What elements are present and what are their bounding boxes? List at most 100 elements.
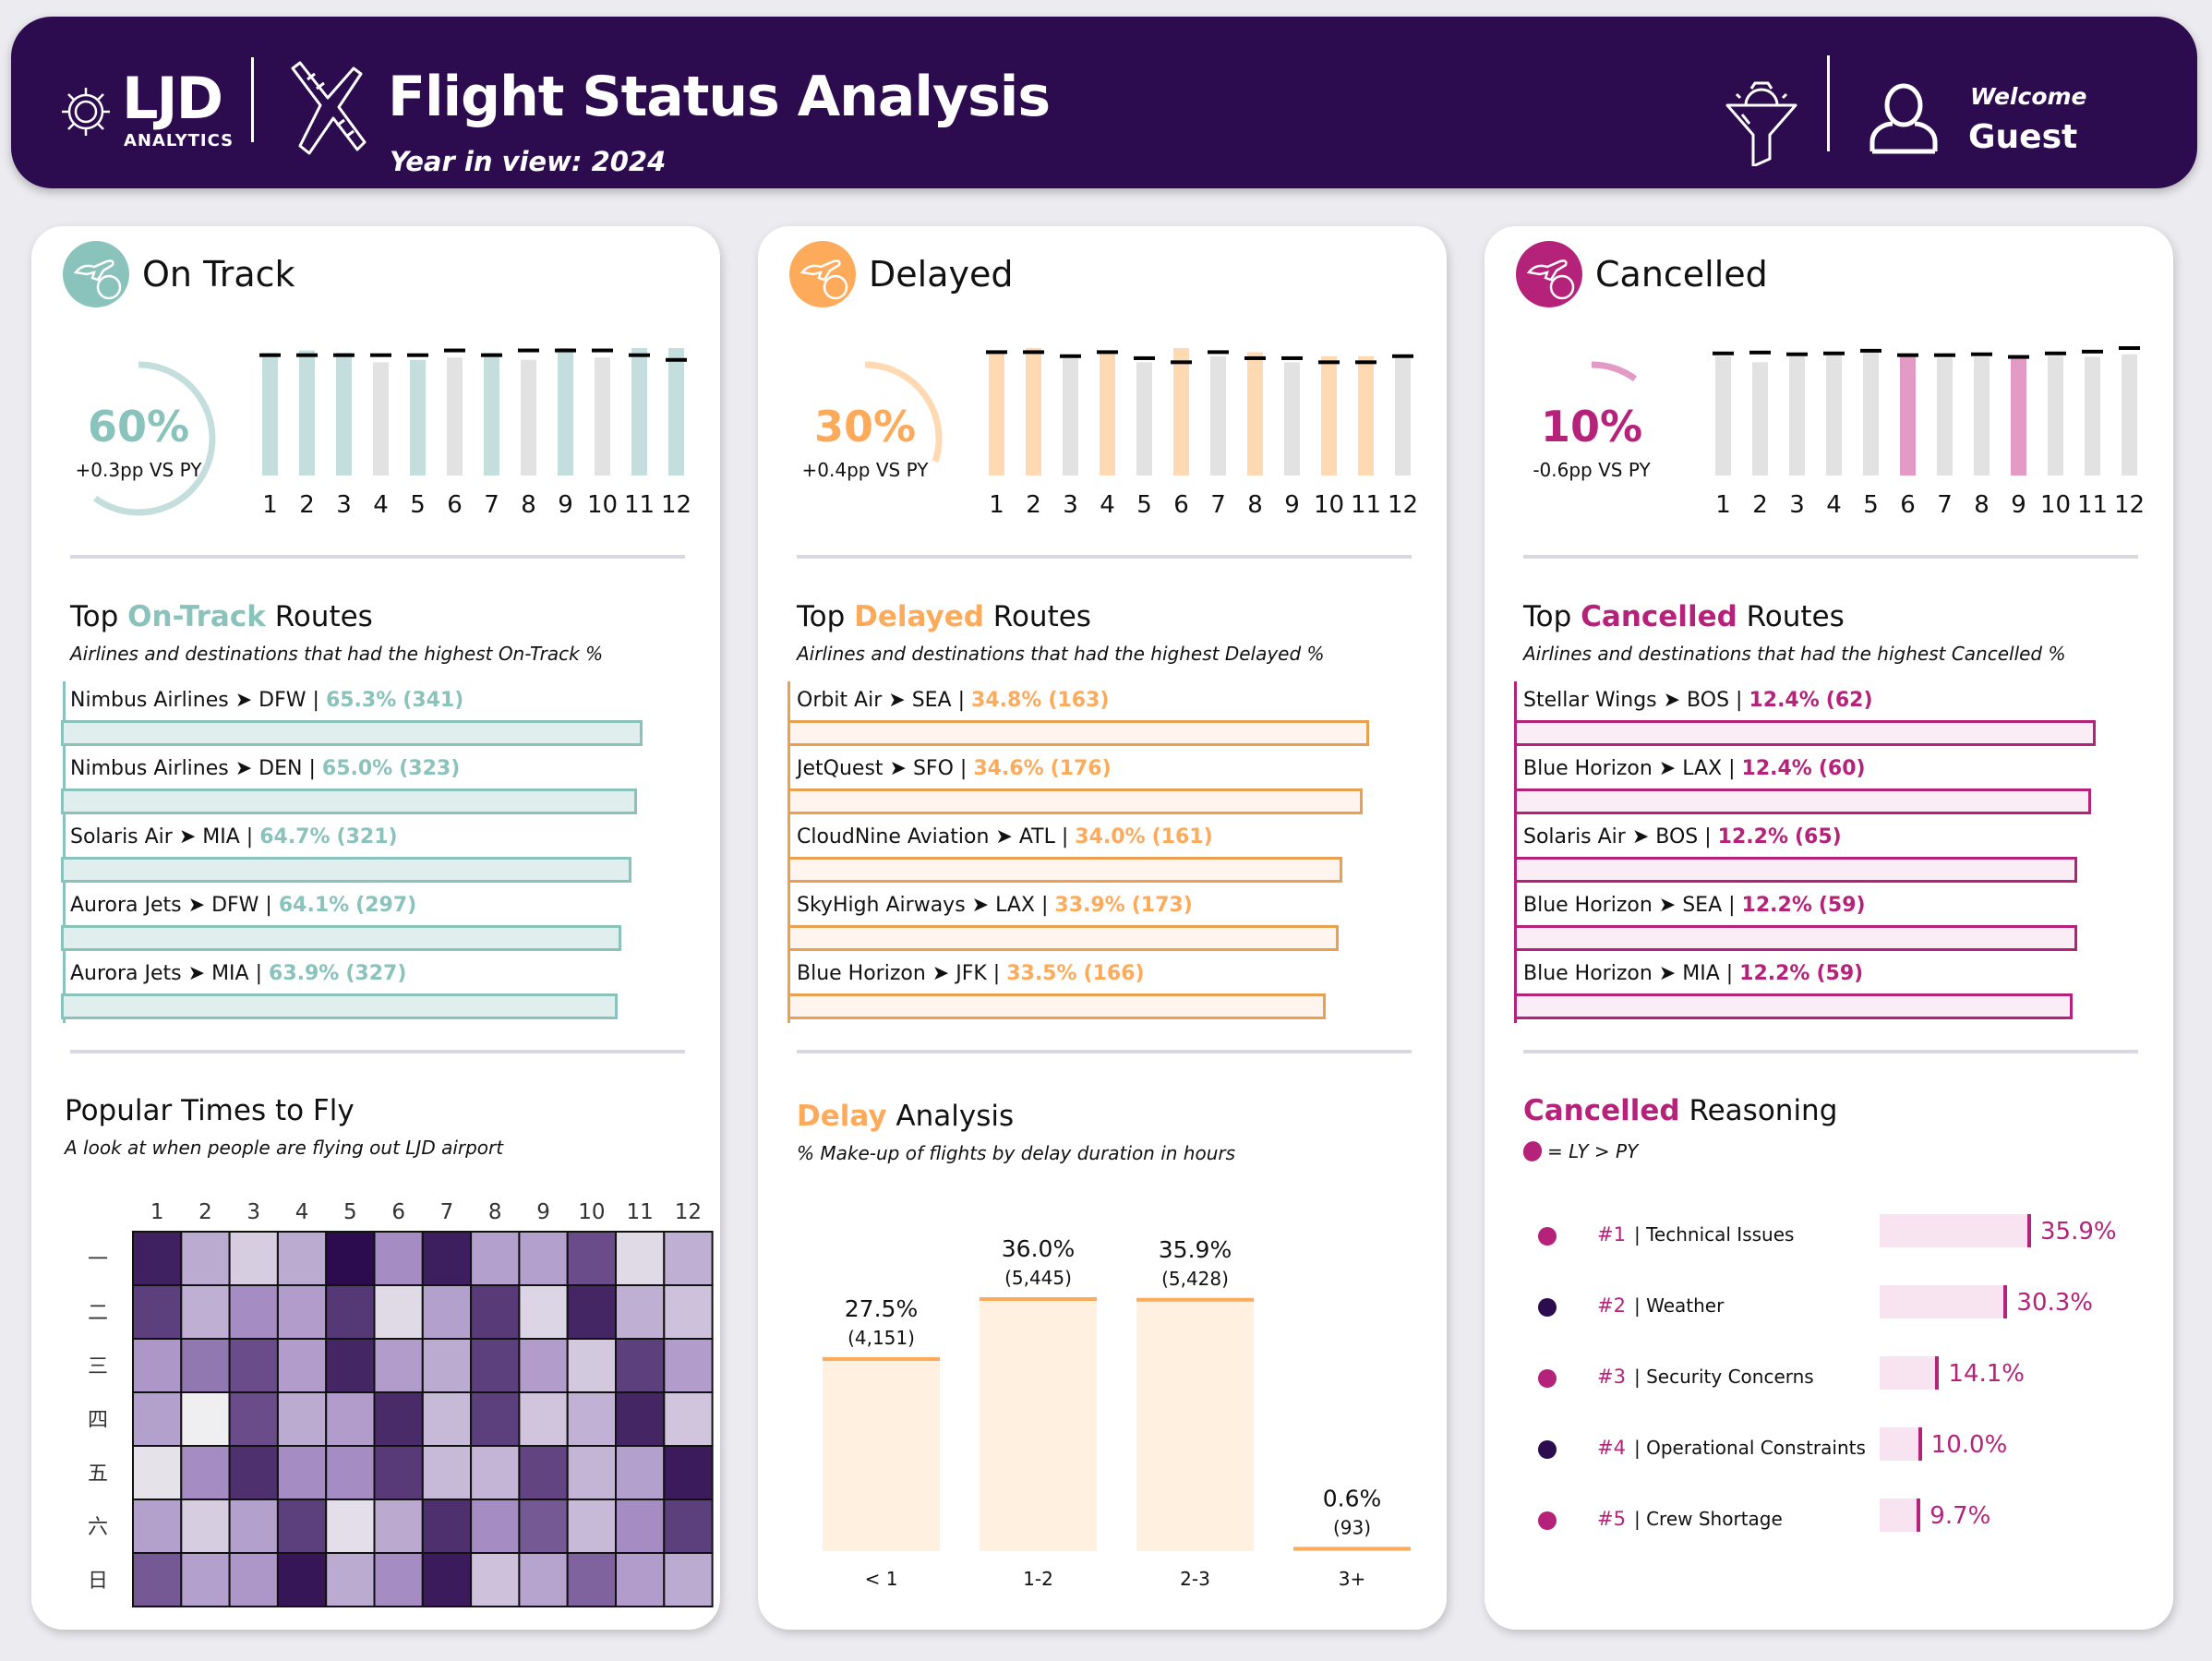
heatmap-cell[interactable] [373, 1284, 424, 1340]
heatmap-cell[interactable] [132, 1391, 183, 1447]
heatmap-cell[interactable] [325, 1552, 376, 1607]
heatmap-cell[interactable] [566, 1284, 618, 1340]
heatmap-cell[interactable] [663, 1499, 714, 1554]
heatmap-cell[interactable] [373, 1338, 424, 1393]
heatmap-cell[interactable] [180, 1338, 231, 1393]
heatmap-cell[interactable] [470, 1284, 521, 1340]
heatmap-cell[interactable] [615, 1499, 666, 1554]
heatmap-cell[interactable] [470, 1552, 521, 1607]
heatmap-cell[interactable] [228, 1338, 279, 1393]
heatmap-cell[interactable] [566, 1391, 618, 1447]
heatmap-cell[interactable] [180, 1552, 231, 1607]
heatmap-cell[interactable] [132, 1552, 183, 1607]
heatmap-cell[interactable] [470, 1499, 521, 1554]
route-row[interactable]: Aurora Jets ➤ MIA | 63.9% (327) [61, 955, 689, 1023]
heatmap-cell[interactable] [566, 1338, 618, 1393]
heatmap-cell[interactable] [663, 1391, 714, 1447]
heatmap-cell[interactable] [180, 1445, 231, 1500]
heatmap-cell[interactable] [470, 1338, 521, 1393]
heatmap-cell[interactable] [518, 1231, 569, 1286]
heatmap-cell[interactable] [325, 1391, 376, 1447]
heatmap-cell[interactable] [373, 1445, 424, 1500]
route-row[interactable]: Blue Horizon ➤ LAX | 12.4% (60) [1514, 750, 2142, 818]
heatmap-cell[interactable] [421, 1338, 473, 1393]
route-row[interactable]: Blue Horizon ➤ MIA | 12.2% (59) [1514, 955, 2142, 1023]
heatmap-cell[interactable] [373, 1499, 424, 1554]
route-row[interactable]: Blue Horizon ➤ JFK | 33.5% (166) [787, 955, 1415, 1023]
route-row[interactable]: SkyHigh Airways ➤ LAX | 33.9% (173) [787, 886, 1415, 955]
heatmap-cell[interactable] [325, 1284, 376, 1340]
heatmap-cell[interactable] [132, 1338, 183, 1393]
heatmap-cell[interactable] [228, 1499, 279, 1554]
heatmap-cell[interactable] [663, 1445, 714, 1500]
heatmap-cell[interactable] [663, 1338, 714, 1393]
heatmap-cell[interactable] [132, 1284, 183, 1340]
route-row[interactable]: Nimbus Airlines ➤ DEN | 65.0% (323) [61, 750, 689, 818]
reason-row[interactable]: #4 | Operational Constraints 10.0% [1512, 1418, 2158, 1489]
heatmap-cell[interactable] [325, 1231, 376, 1286]
heatmap-cell[interactable] [373, 1231, 424, 1286]
route-row[interactable]: Stellar Wings ➤ BOS | 12.4% (62) [1514, 681, 2142, 750]
heatmap-cell[interactable] [180, 1391, 231, 1447]
filter-gear-icon[interactable] [1724, 74, 1799, 166]
heatmap-cell[interactable] [470, 1391, 521, 1447]
route-row[interactable]: Solaris Air ➤ BOS | 12.2% (65) [1514, 818, 2142, 886]
heatmap-cell[interactable] [518, 1338, 569, 1393]
heatmap-cell[interactable] [518, 1391, 569, 1447]
heatmap-cell[interactable] [615, 1338, 666, 1393]
heatmap-cell[interactable] [421, 1499, 473, 1554]
heatmap-cell[interactable] [615, 1391, 666, 1447]
reason-row[interactable]: #3 | Security Concerns 14.1% [1512, 1347, 2158, 1418]
heatmap-cell[interactable] [276, 1231, 328, 1286]
heatmap-cell[interactable] [373, 1552, 424, 1607]
route-row[interactable]: CloudNine Aviation ➤ ATL | 34.0% (161) [787, 818, 1415, 886]
heatmap-cell[interactable] [180, 1231, 231, 1286]
heatmap-cell[interactable] [566, 1445, 618, 1500]
heatmap-cell[interactable] [228, 1552, 279, 1607]
delay-bar[interactable] [823, 1356, 940, 1551]
delay-bar[interactable] [980, 1297, 1097, 1551]
heatmap-cell[interactable] [615, 1284, 666, 1340]
user-avatar-icon[interactable] [1867, 83, 1941, 157]
reason-row[interactable]: #2 | Weather 30.3% [1512, 1276, 2158, 1347]
heatmap-cell[interactable] [518, 1445, 569, 1500]
heatmap-cell[interactable] [180, 1499, 231, 1554]
heatmap-cell[interactable] [615, 1552, 666, 1607]
heatmap-cell[interactable] [276, 1552, 328, 1607]
route-row[interactable]: Solaris Air ➤ MIA | 64.7% (321) [61, 818, 689, 886]
heatmap-cell[interactable] [566, 1552, 618, 1607]
heatmap-cell[interactable] [470, 1445, 521, 1500]
heatmap-cell[interactable] [518, 1284, 569, 1340]
reason-row[interactable]: #1 | Technical Issues 35.9% [1512, 1205, 2158, 1276]
heatmap-cell[interactable] [228, 1391, 279, 1447]
heatmap-cell[interactable] [132, 1231, 183, 1286]
heatmap-cell[interactable] [325, 1499, 376, 1554]
heatmap-cell[interactable] [325, 1338, 376, 1393]
reason-row[interactable]: #5 | Crew Shortage 9.7% [1512, 1489, 2158, 1560]
heatmap-cell[interactable] [228, 1284, 279, 1340]
heatmap-cell[interactable] [421, 1284, 473, 1340]
route-row[interactable]: Aurora Jets ➤ DFW | 64.1% (297) [61, 886, 689, 955]
route-row[interactable]: Nimbus Airlines ➤ DFW | 65.3% (341) [61, 681, 689, 750]
route-row[interactable]: Blue Horizon ➤ SEA | 12.2% (59) [1514, 886, 2142, 955]
heatmap-cell[interactable] [421, 1445, 473, 1500]
heatmap-cell[interactable] [373, 1391, 424, 1447]
heatmap-cell[interactable] [325, 1445, 376, 1500]
route-row[interactable]: JetQuest ➤ SFO | 34.6% (176) [787, 750, 1415, 818]
heatmap-cell[interactable] [132, 1499, 183, 1554]
heatmap-cell[interactable] [470, 1231, 521, 1286]
heatmap-cell[interactable] [566, 1499, 618, 1554]
heatmap-cell[interactable] [276, 1445, 328, 1500]
heatmap-cell[interactable] [663, 1552, 714, 1607]
heatmap-cell[interactable] [615, 1231, 666, 1286]
heatmap-cell[interactable] [566, 1231, 618, 1286]
heatmap-cell[interactable] [518, 1499, 569, 1554]
heatmap-cell[interactable] [663, 1284, 714, 1340]
heatmap-cell[interactable] [421, 1391, 473, 1447]
delay-bar[interactable] [1136, 1297, 1254, 1551]
heatmap-cell[interactable] [421, 1552, 473, 1607]
heatmap-cell[interactable] [276, 1284, 328, 1340]
heatmap-cell[interactable] [421, 1231, 473, 1286]
heatmap-cell[interactable] [615, 1445, 666, 1500]
route-row[interactable]: Orbit Air ➤ SEA | 34.8% (163) [787, 681, 1415, 750]
